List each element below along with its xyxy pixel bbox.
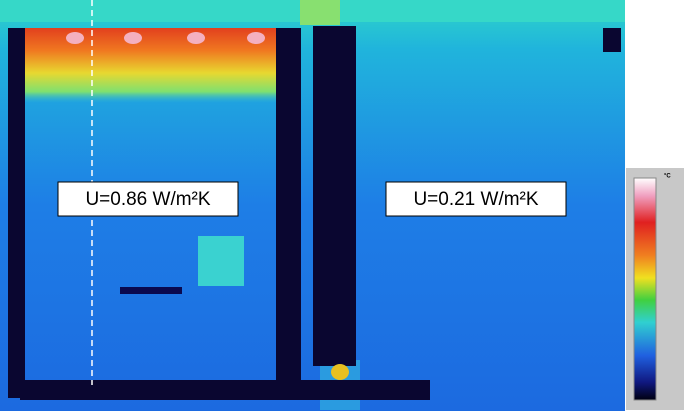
annotation: U=0.21 W/m²K (413, 189, 538, 210)
color-scale: °C (626, 168, 684, 410)
scale-unit: °C (664, 174, 671, 180)
annotation: U=0.86 W/m²K (85, 189, 210, 210)
thermal-view: 9.08.07.06.05.04.03.02.01.0 U=0.86 W/m²K… (0, 0, 686, 411)
